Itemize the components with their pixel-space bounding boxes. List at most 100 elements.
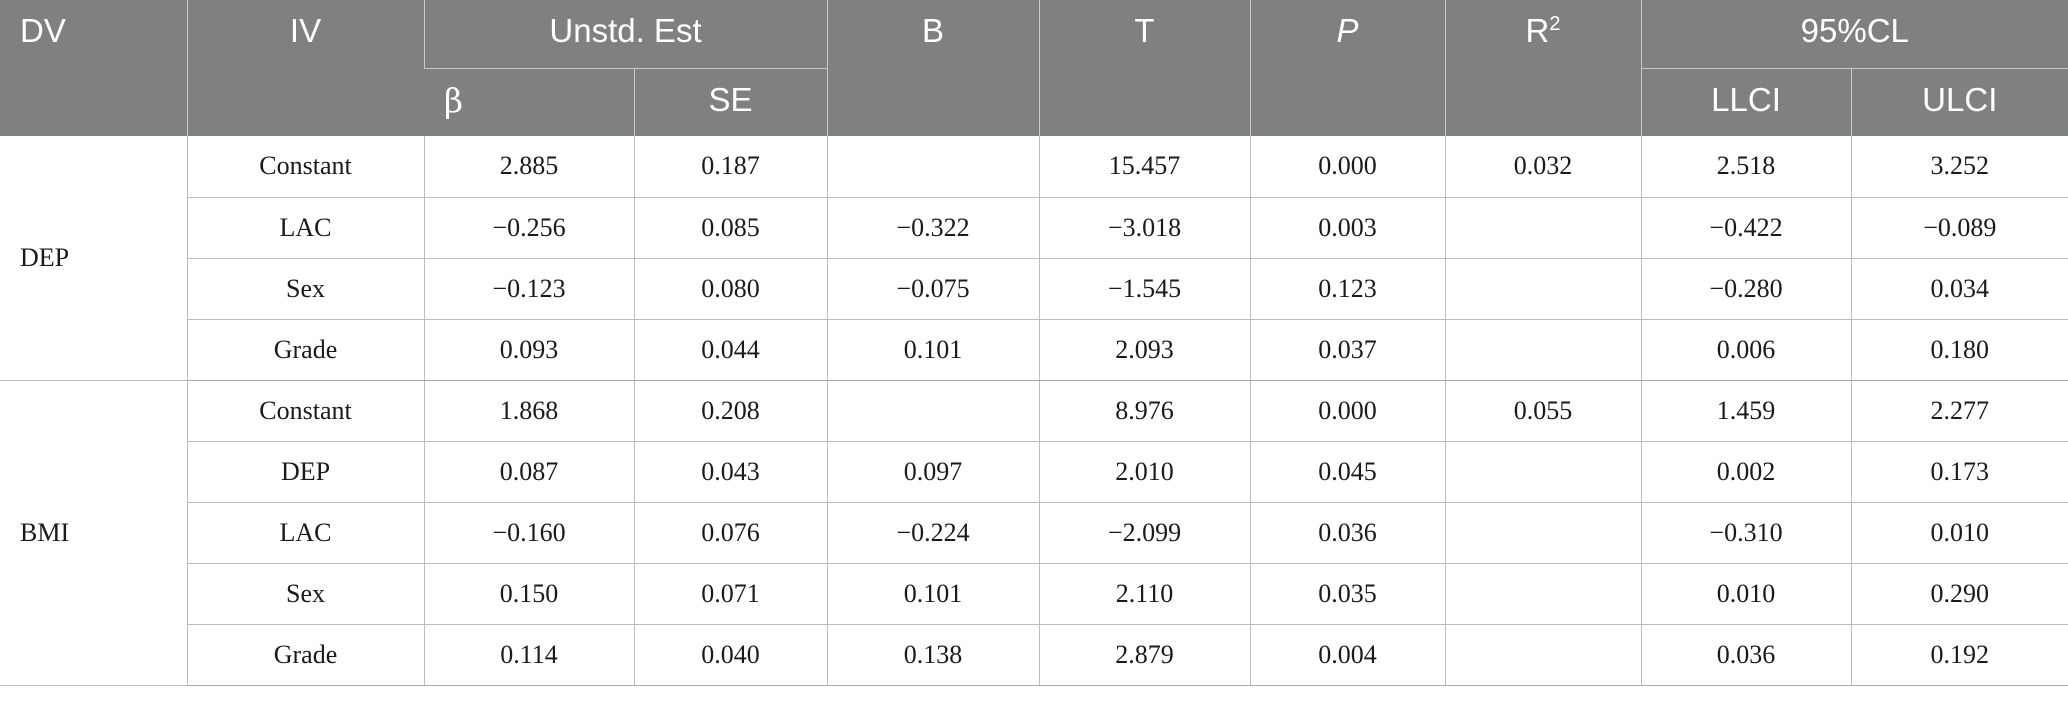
header-unstd-est: Unstd. Est <box>423 0 828 68</box>
b-cell: 0.097 <box>826 441 1040 503</box>
t-cell: −3.018 <box>1038 197 1251 259</box>
r2-cell <box>1444 441 1642 503</box>
header-p: P <box>1249 0 1446 136</box>
ulci-cell: 0.010 <box>1850 502 2068 564</box>
p-cell: 0.036 <box>1249 502 1446 564</box>
table-row: Grade 0.114 0.040 0.138 2.879 0.004 0.036 0.192 <box>0 624 2068 686</box>
header-llci: LLCI <box>1640 67 1852 136</box>
dv-cell: BMI <box>0 380 187 686</box>
se-cell: 0.085 <box>633 197 828 259</box>
p-cell: 0.035 <box>1249 563 1446 625</box>
header-p-label: P <box>1336 12 1359 49</box>
se-cell: 0.043 <box>633 441 828 503</box>
ulci-cell: 0.180 <box>1850 319 2068 381</box>
header-t: T <box>1038 0 1251 136</box>
p-cell: 0.004 <box>1249 624 1446 686</box>
b-cell: −0.322 <box>826 197 1040 259</box>
se-cell: 0.044 <box>633 319 828 381</box>
t-cell: −2.099 <box>1038 502 1251 564</box>
table-body: DEP Constant 2.885 0.187 15.457 0.000 0.032 2.5… <box>0 136 2068 686</box>
header-r2-sup: 2 <box>1549 13 1561 35</box>
beta-cell: −0.123 <box>423 258 634 320</box>
r2-cell <box>1444 502 1642 564</box>
b-cell: −0.075 <box>826 258 1040 320</box>
b-cell <box>826 380 1040 442</box>
se-cell: 0.040 <box>633 624 828 686</box>
r2-cell <box>1444 319 1642 381</box>
t-cell: 2.010 <box>1038 441 1251 503</box>
ulci-cell: −0.089 <box>1850 197 2068 259</box>
iv-cell: Sex <box>186 563 424 625</box>
ulci-cell: 2.277 <box>1850 380 2068 442</box>
llci-cell: 1.459 <box>1640 380 1852 442</box>
t-cell: 2.879 <box>1038 624 1251 686</box>
iv-cell: LAC <box>186 502 424 564</box>
table-row: BMI Constant 1.868 0.208 8.976 0.000 0.055 1.45… <box>0 380 2068 686</box>
r2-cell <box>1444 624 1642 686</box>
table-row: Sex −0.123 0.080 −0.075 −1.545 0.123 −0.280 0.0… <box>0 258 2068 320</box>
b-cell: 0.101 <box>826 563 1040 625</box>
table-row: LAC −0.160 0.076 −0.224 −2.099 0.036 −0.310 0.0… <box>0 502 2068 564</box>
beta-cell: 1.868 <box>423 380 634 442</box>
llci-cell: 0.036 <box>1640 624 1852 686</box>
llci-cell: −0.280 <box>1640 258 1852 320</box>
b-cell <box>826 136 1040 198</box>
beta-cell: 0.114 <box>423 624 634 686</box>
r2-cell <box>1444 563 1642 625</box>
t-cell: 15.457 <box>1038 136 1251 198</box>
p-cell: 0.045 <box>1249 441 1446 503</box>
header-ulci: ULCI <box>1850 67 2068 136</box>
ulci-cell: 0.034 <box>1850 258 2068 320</box>
ulci-cell: 0.290 <box>1850 563 2068 625</box>
iv-cell: Constant <box>186 136 424 198</box>
t-cell: −1.545 <box>1038 258 1251 320</box>
iv-cell: DEP <box>186 441 424 503</box>
se-cell: 0.071 <box>633 563 828 625</box>
beta-cell: 0.093 <box>423 319 634 381</box>
table-row: LAC −0.256 0.085 −0.322 −3.018 0.003 −0.422 −0.… <box>0 197 2068 259</box>
llci-cell: 0.002 <box>1640 441 1852 503</box>
header-se: SE <box>633 67 828 136</box>
regression-table: DV IV Unstd. Est B T P R2 95%CL β SE LLC… <box>0 0 2068 686</box>
b-cell: 0.138 <box>826 624 1040 686</box>
ulci-cell: 3.252 <box>1850 136 2068 198</box>
r2-cell: 0.055 <box>1444 380 1642 442</box>
b-cell: 0.101 <box>826 319 1040 381</box>
llci-cell: −0.422 <box>1640 197 1852 259</box>
t-cell: 8.976 <box>1038 380 1251 442</box>
header-r2: R2 <box>1444 0 1642 136</box>
llci-cell: 2.518 <box>1640 136 1852 198</box>
beta-cell: 0.087 <box>423 441 634 503</box>
t-cell: 2.093 <box>1038 319 1251 381</box>
p-cell: 0.000 <box>1249 380 1446 442</box>
llci-cell: 0.006 <box>1640 319 1852 381</box>
header-dv: DV <box>0 0 187 136</box>
table-row: DEP 0.087 0.043 0.097 2.010 0.045 0.002 0.173 <box>0 441 2068 503</box>
r2-cell <box>1444 258 1642 320</box>
beta-cell: −0.256 <box>423 197 634 259</box>
p-cell: 0.003 <box>1249 197 1446 259</box>
iv-cell: Constant <box>186 380 424 442</box>
r2-cell <box>1444 197 1642 259</box>
ulci-cell: 0.173 <box>1850 441 2068 503</box>
table-row: DEP Constant 2.885 0.187 15.457 0.000 0.032 2.5… <box>0 136 2068 381</box>
header-beta: β <box>424 67 634 136</box>
b-cell: −0.224 <box>826 502 1040 564</box>
r2-cell: 0.032 <box>1444 136 1642 198</box>
t-cell: 2.110 <box>1038 563 1251 625</box>
beta-cell: 0.150 <box>423 563 634 625</box>
se-cell: 0.208 <box>633 380 828 442</box>
header-r2-base: R <box>1525 12 1550 49</box>
se-cell: 0.080 <box>633 258 828 320</box>
table-row: Grade 0.093 0.044 0.101 2.093 0.037 0.006 0.180 <box>0 319 2068 381</box>
beta-cell: −0.160 <box>423 502 634 564</box>
header-ci: 95%CL <box>1640 0 2068 68</box>
iv-cell: Grade <box>186 319 424 381</box>
llci-cell: 0.010 <box>1640 563 1852 625</box>
beta-cell: 2.885 <box>423 136 634 198</box>
header-b: B <box>826 0 1040 136</box>
p-cell: 0.123 <box>1249 258 1446 320</box>
se-cell: 0.076 <box>633 502 828 564</box>
se-cell: 0.187 <box>633 136 828 198</box>
table-header: DV IV Unstd. Est B T P R2 95%CL β SE LLC… <box>0 0 2068 136</box>
